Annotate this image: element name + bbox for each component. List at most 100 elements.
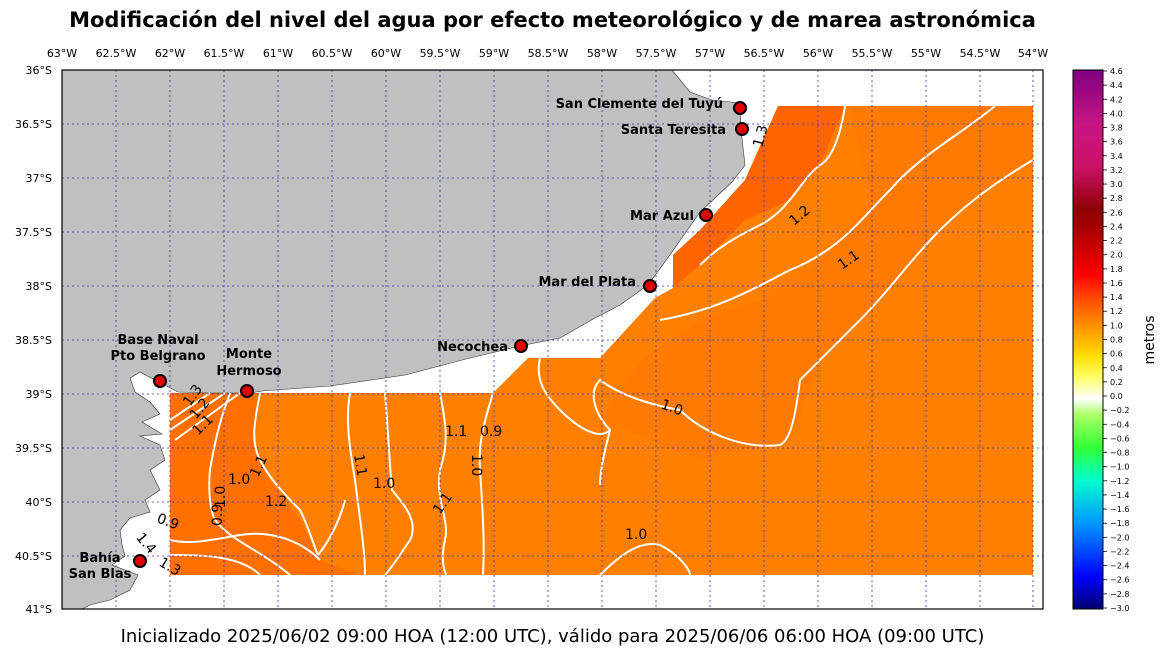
water-level-field-mid bbox=[600, 106, 1033, 460]
station-marker[interactable] bbox=[153, 374, 167, 388]
lat-label: 40°S bbox=[26, 496, 52, 509]
colorbar-tick-label: 1.2 bbox=[1110, 307, 1123, 316]
contour-label: 0.9 bbox=[210, 504, 226, 526]
colorbar-tick-label: 2.8 bbox=[1110, 194, 1123, 203]
station-label: Monte bbox=[226, 347, 272, 362]
map-title: Modificación del nivel del agua por efec… bbox=[69, 8, 1036, 32]
station-label: Mar del Plata bbox=[539, 275, 637, 290]
colorbar-tick-label: −3.0 bbox=[1110, 604, 1129, 613]
station-marker[interactable] bbox=[643, 279, 657, 293]
lat-label: 39°S bbox=[26, 388, 52, 401]
station-marker[interactable] bbox=[240, 384, 254, 398]
station-label: Santa Teresita bbox=[621, 123, 726, 138]
lat-label: 40.5°S bbox=[15, 550, 52, 563]
lon-label: 57.5°W bbox=[636, 47, 677, 60]
colorbar-tick-label: −1.2 bbox=[1110, 477, 1129, 486]
station-label: Bahía bbox=[79, 551, 120, 566]
contour-label: 1.0 bbox=[373, 476, 395, 492]
colorbar-tick-label: −0.8 bbox=[1110, 449, 1129, 458]
colorbar-tick-label: −2.6 bbox=[1110, 576, 1129, 585]
colorbar-tick-label: 2.2 bbox=[1110, 237, 1123, 246]
contour-label: 1.1 bbox=[445, 424, 467, 440]
colorbar-tick-label: 0.8 bbox=[1110, 336, 1123, 345]
colorbar-tick-label: 3.8 bbox=[1110, 124, 1123, 133]
lon-label: 62°W bbox=[155, 47, 185, 60]
colorbar-tick-label: 3.0 bbox=[1110, 180, 1123, 189]
colorbar-tick-label: −0.4 bbox=[1110, 420, 1129, 429]
colorbar-tick-label: 0.6 bbox=[1110, 350, 1123, 359]
colorbar-tick-label: −1.8 bbox=[1110, 519, 1129, 528]
water-level-field bbox=[170, 106, 1033, 575]
map-frame bbox=[61, 69, 1044, 610]
lon-label: 56.5°W bbox=[744, 47, 785, 60]
contour-label: 1.3 bbox=[750, 123, 771, 149]
lon-label: 63°W bbox=[47, 47, 77, 60]
colorbar-tick-label: 2.0 bbox=[1110, 251, 1123, 260]
lon-label: 54°W bbox=[1018, 47, 1048, 60]
station-group: San Clemente del Tuyú Santa Teresita Mar… bbox=[69, 97, 749, 582]
colorbar-tick-label: −1.6 bbox=[1110, 505, 1129, 514]
lon-label: 60°W bbox=[371, 47, 401, 60]
lon-label: 56°W bbox=[803, 47, 833, 60]
colorbar-tick-label: −2.2 bbox=[1110, 547, 1129, 556]
lat-label: 36°S bbox=[26, 64, 52, 77]
station-marker[interactable] bbox=[735, 122, 749, 136]
graticule bbox=[62, 70, 1043, 609]
station-label-line2: Pto Belgrano bbox=[110, 349, 205, 364]
colorbar-tick-label: 3.4 bbox=[1110, 152, 1123, 161]
colorbar-tick-label: 3.2 bbox=[1110, 166, 1123, 175]
colorbar-tick-label: 0.4 bbox=[1110, 364, 1123, 373]
colorbar-label: metros bbox=[1142, 315, 1158, 364]
colorbar-tick-label: 1.0 bbox=[1110, 321, 1123, 330]
water-level-field-high bbox=[673, 106, 845, 288]
station-marker[interactable] bbox=[699, 208, 713, 222]
colorbar-ticks: 4.6 4.4 4.2 4.0 3.8 3.6 3.4 3.2 3.0 2.8 2.6 2.4 2.2 2… bbox=[1103, 67, 1129, 613]
station-label-line2: San Blas bbox=[69, 567, 132, 582]
colorbar-tick-label: 4.0 bbox=[1110, 109, 1123, 118]
colorbar-tick-label: −0.6 bbox=[1110, 434, 1129, 443]
lat-label: 36.5°S bbox=[15, 118, 52, 131]
contour-label: 0.9 bbox=[155, 511, 181, 534]
station-label: Base Naval bbox=[117, 333, 198, 348]
station-marker[interactable] bbox=[133, 554, 147, 568]
colorbar-tick-label: −0.2 bbox=[1110, 406, 1129, 415]
colorbar-tick-label: 0.2 bbox=[1110, 378, 1123, 387]
lon-label: 58.5°W bbox=[528, 47, 569, 60]
contour-label: 1.0 bbox=[659, 397, 685, 420]
contour-label: 1.0 bbox=[228, 472, 250, 488]
lon-label: 55°W bbox=[911, 47, 941, 60]
lon-labels: 63°W 62.5°W 62°W 61.5°W 61°W 60.5°W 60°W… bbox=[47, 47, 1048, 60]
colorbar-tick-label: 2.6 bbox=[1110, 208, 1123, 217]
colorbar-tick-label: 4.4 bbox=[1110, 81, 1123, 90]
lon-label: 61.5°W bbox=[204, 47, 245, 60]
colorbar-tick-label: −1.0 bbox=[1110, 463, 1129, 472]
contour-lines bbox=[169, 105, 1034, 576]
lat-labels: 36°S 36.5°S 37°S 37.5°S 38°S 38.5°S 39°S… bbox=[15, 64, 52, 616]
colorbar-tick-label: 1.4 bbox=[1110, 293, 1123, 302]
lon-label: 58°W bbox=[587, 47, 617, 60]
lat-label: 38.5°S bbox=[15, 334, 52, 347]
colorbar-tick-label: 2.4 bbox=[1110, 222, 1123, 231]
lon-label: 62.5°W bbox=[96, 47, 137, 60]
colorbar-tick-label: −2.0 bbox=[1110, 533, 1129, 542]
colorbar-tick-label: −1.4 bbox=[1110, 491, 1129, 500]
lon-label: 59.5°W bbox=[420, 47, 461, 60]
lon-label: 61°W bbox=[263, 47, 293, 60]
colorbar-tick-label: 0.0 bbox=[1110, 392, 1123, 401]
station-marker[interactable] bbox=[733, 101, 747, 115]
lat-label: 37°S bbox=[26, 172, 52, 185]
lon-label: 54.5°W bbox=[960, 47, 1001, 60]
lat-label: 39.5°S bbox=[15, 442, 52, 455]
station-marker[interactable] bbox=[514, 339, 528, 353]
colorbar-tick-label: 4.6 bbox=[1110, 67, 1123, 76]
station-label: Necochea bbox=[437, 340, 508, 355]
station-label-line2: Hermoso bbox=[216, 364, 281, 379]
contour-label: 1.0 bbox=[213, 486, 229, 508]
contour-label: 0.9 bbox=[480, 424, 502, 440]
lat-label: 37.5°S bbox=[15, 226, 52, 239]
contour-label: 1.0 bbox=[625, 527, 647, 543]
lat-label: 41°S bbox=[26, 603, 52, 616]
lon-label: 55.5°W bbox=[852, 47, 893, 60]
colorbar bbox=[1072, 69, 1104, 610]
